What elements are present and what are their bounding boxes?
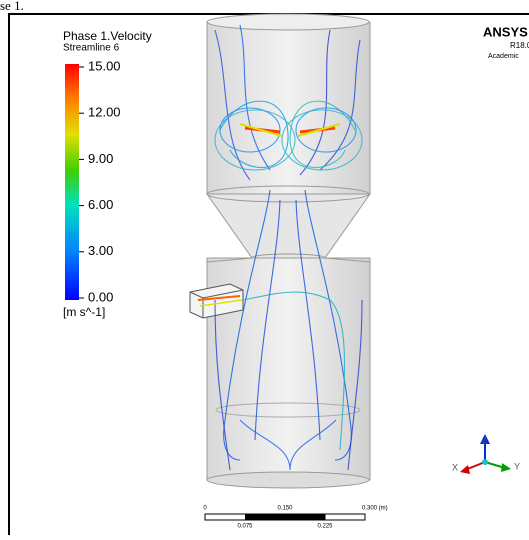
legend-tick-label: 12.00 <box>88 105 121 120</box>
color-bar <box>65 64 79 300</box>
screenshot: se 1. P <box>0 0 529 535</box>
axis-label: X <box>452 462 458 472</box>
scale-label: 0.300 (m) <box>362 506 388 512</box>
legend-title: Phase 1.Velocity <box>63 29 152 43</box>
brand-version: R18.0 <box>510 41 529 50</box>
legend-subtitle: Streamline 6 <box>63 43 120 54</box>
legend-tick-label: 3.00 <box>88 243 113 258</box>
axis-label: Y <box>514 461 520 471</box>
scale-label: 0.225 <box>317 524 333 530</box>
scale-label: 0.150 <box>277 506 293 512</box>
brand-edition: Academic <box>488 53 519 60</box>
scale-label: 0.075 <box>237 524 253 530</box>
legend-tick-label: 15.00 <box>88 58 121 73</box>
legend-tick-label: 0.00 <box>88 289 113 304</box>
legend-tick-label: 6.00 <box>88 197 113 212</box>
legend-unit: [m s^-1] <box>63 305 105 319</box>
axis-label: Z <box>482 435 488 445</box>
brand-name: ANSYS <box>483 24 528 39</box>
legend-tick-label: 9.00 <box>88 151 113 166</box>
scale-bar <box>205 514 365 520</box>
caption: se 1. <box>0 0 24 13</box>
